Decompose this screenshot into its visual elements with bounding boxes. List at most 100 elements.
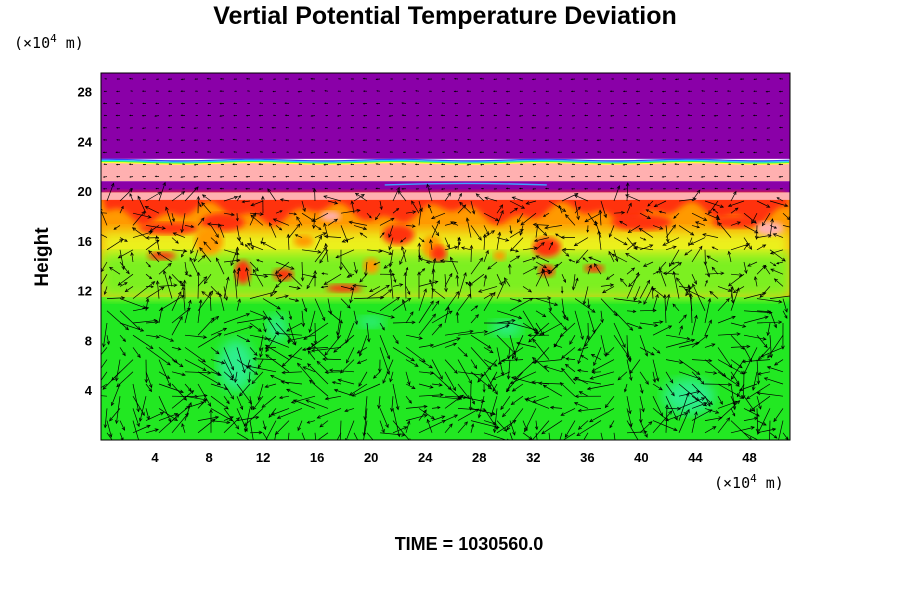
wind-vector bbox=[418, 408, 435, 420]
wind-vector bbox=[431, 415, 446, 421]
wind-vector bbox=[778, 420, 784, 440]
x-tick-label: 48 bbox=[742, 450, 756, 465]
wind-vector bbox=[405, 347, 426, 363]
wind-vector bbox=[649, 126, 654, 129]
wind-vector bbox=[310, 77, 316, 80]
wind-vector bbox=[553, 344, 563, 348]
layer-purple-top bbox=[101, 73, 790, 159]
wind-vector bbox=[597, 188, 602, 190]
y-tick-label: 28 bbox=[78, 85, 92, 100]
wind-vector bbox=[590, 354, 602, 360]
wind-vector bbox=[778, 78, 784, 80]
wind-vector bbox=[141, 114, 147, 117]
wind-vector bbox=[392, 383, 400, 411]
wind-vector bbox=[469, 244, 474, 263]
wind-vector bbox=[294, 234, 303, 238]
wind-vector bbox=[167, 126, 173, 129]
wind-vector bbox=[479, 102, 485, 105]
wind-vector bbox=[519, 225, 524, 236]
wind-vector bbox=[307, 350, 316, 360]
temperature-blob bbox=[755, 221, 784, 236]
wind-vector bbox=[345, 322, 355, 344]
wind-vector bbox=[459, 201, 472, 214]
wind-vector bbox=[132, 383, 140, 413]
wind-vector bbox=[688, 175, 693, 178]
wind-vector bbox=[636, 127, 641, 129]
wind-vector bbox=[739, 175, 745, 178]
wind-vector bbox=[323, 151, 329, 154]
wind-vector bbox=[350, 163, 355, 166]
wind-vector bbox=[769, 335, 774, 359]
wind-vector bbox=[507, 263, 512, 275]
cool-patch bbox=[218, 339, 255, 392]
wind-vector bbox=[636, 78, 641, 80]
wind-vector bbox=[509, 420, 516, 436]
wind-vector bbox=[623, 126, 628, 129]
wind-vector bbox=[311, 212, 329, 222]
wind-vector bbox=[197, 394, 208, 398]
wind-vector bbox=[141, 127, 147, 130]
wind-vector bbox=[545, 163, 550, 165]
wind-vector bbox=[604, 395, 615, 409]
wind-vector bbox=[307, 363, 329, 385]
wind-vector bbox=[533, 237, 550, 243]
wind-vector bbox=[740, 187, 745, 190]
wind-vector bbox=[728, 78, 732, 80]
wind-vector bbox=[363, 114, 368, 117]
wind-vector bbox=[652, 347, 661, 354]
wind-vector bbox=[583, 78, 589, 80]
wind-vector bbox=[479, 77, 485, 80]
wind-vector bbox=[102, 151, 108, 154]
wind-vector bbox=[246, 102, 251, 105]
wind-vector bbox=[168, 139, 173, 141]
wind-vector bbox=[128, 77, 134, 80]
wind-vector bbox=[249, 322, 262, 332]
wind-vector bbox=[692, 283, 706, 311]
wind-vector bbox=[530, 420, 550, 440]
wind-vector bbox=[678, 371, 702, 380]
wind-vector bbox=[509, 225, 513, 235]
wind-vector bbox=[477, 286, 498, 293]
wind-vector bbox=[184, 370, 212, 375]
wind-vector bbox=[115, 396, 121, 425]
wind-vector bbox=[480, 127, 485, 129]
wind-vector bbox=[605, 273, 615, 280]
wind-vector bbox=[405, 383, 416, 389]
wind-vector bbox=[297, 90, 303, 93]
wind-vector bbox=[779, 188, 784, 190]
wind-vector bbox=[487, 261, 498, 270]
wind-vector bbox=[639, 347, 655, 356]
wind-vector bbox=[467, 175, 472, 178]
wind-vector bbox=[518, 77, 524, 80]
wind-vector bbox=[577, 347, 589, 352]
wind-vector bbox=[264, 344, 290, 360]
wind-vector bbox=[353, 225, 368, 231]
wind-vector bbox=[534, 420, 539, 431]
wind-vector bbox=[194, 102, 199, 105]
wind-vector bbox=[171, 394, 199, 399]
wind-vector bbox=[506, 359, 511, 380]
wind-vector bbox=[124, 286, 134, 293]
wind-vector bbox=[402, 151, 407, 154]
wind-vector bbox=[346, 347, 355, 364]
wind-vector bbox=[531, 126, 537, 129]
wind-vector bbox=[119, 432, 124, 440]
wind-vector bbox=[587, 298, 591, 309]
wind-vector bbox=[730, 359, 743, 369]
wind-vector bbox=[426, 183, 433, 202]
wind-vector bbox=[678, 314, 687, 324]
wind-vector bbox=[431, 383, 443, 387]
wind-vector bbox=[418, 300, 434, 324]
wind-vector bbox=[746, 383, 771, 400]
wind-vector bbox=[730, 190, 737, 202]
wind-vector bbox=[558, 175, 563, 178]
wind-vector bbox=[155, 163, 160, 165]
wind-vector bbox=[483, 324, 510, 336]
wind-vector bbox=[674, 163, 680, 166]
wind-vector bbox=[428, 139, 433, 141]
wind-vector bbox=[613, 237, 628, 246]
wind-vector bbox=[613, 322, 626, 349]
wind-vector bbox=[701, 114, 706, 117]
wind-vector bbox=[577, 335, 589, 365]
wind-vector bbox=[259, 102, 264, 104]
